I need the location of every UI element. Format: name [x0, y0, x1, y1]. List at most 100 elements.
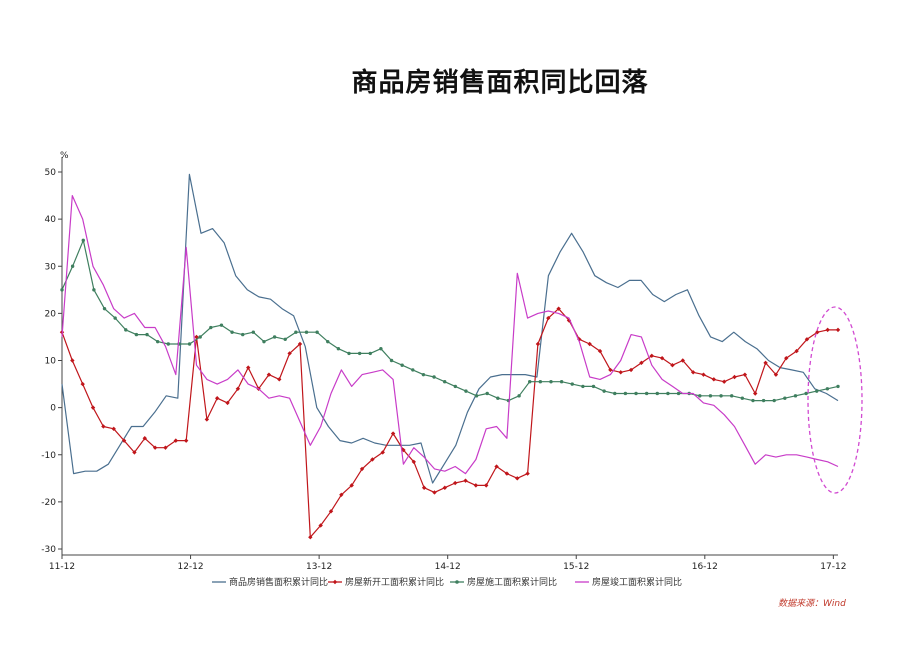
data-point [315, 330, 319, 334]
data-point [225, 400, 230, 406]
data-point [655, 391, 659, 396]
data-point [773, 372, 779, 377]
x-tick-label: 15-12 [563, 562, 589, 572]
x-tick-label: 16-12 [692, 562, 718, 572]
series-3 [60, 238, 840, 403]
data-point [464, 389, 468, 393]
data-point [379, 347, 383, 351]
data-point [690, 370, 696, 375]
data-point [608, 367, 613, 373]
data-point [452, 480, 458, 486]
data-point [246, 365, 251, 370]
series-line [61, 308, 838, 538]
data-point [794, 348, 799, 354]
legend-label: 房屋竣工面积累计同比 [592, 576, 682, 588]
data-point [209, 325, 213, 330]
data-point [81, 238, 85, 243]
data-point [60, 288, 64, 292]
data-point [80, 381, 85, 387]
data-point [680, 358, 685, 363]
data-point [121, 438, 127, 443]
data-point [751, 398, 755, 403]
data-point [517, 394, 521, 398]
data-point [145, 332, 149, 337]
data-point [359, 466, 365, 472]
x-tick-label: 14-12 [435, 562, 461, 572]
series-line [61, 239, 839, 402]
data-point [649, 353, 654, 358]
data-point [628, 367, 634, 373]
data-point [272, 335, 277, 339]
data-point [618, 370, 623, 375]
data-point [370, 457, 375, 462]
data-point [538, 380, 543, 384]
data-point [784, 355, 789, 361]
data-point [836, 384, 840, 389]
legend-marker [332, 579, 338, 585]
data-point [474, 394, 479, 398]
data-point [142, 436, 147, 441]
x-tick-label: 12-12 [177, 562, 203, 572]
data-point [528, 380, 532, 384]
series-1 [61, 173, 839, 484]
data-point [266, 372, 272, 377]
data-point [556, 306, 561, 311]
legend-label: 房屋施工面积累计同比 [467, 576, 557, 588]
data-source-note: 数据来源：Wind [778, 599, 846, 609]
data-point [152, 445, 158, 450]
data-point [215, 396, 220, 401]
data-point [400, 363, 404, 367]
data-point [339, 492, 344, 498]
chart-title: 商品房销售面积同比回落 [351, 68, 649, 98]
data-point [326, 339, 330, 344]
data-point [163, 445, 168, 450]
data-point [698, 394, 702, 398]
data-point [701, 372, 706, 377]
data-point [102, 306, 107, 311]
data-point [473, 483, 479, 488]
y-tick-label: 50 [45, 168, 57, 178]
data-point [721, 379, 727, 384]
data-point [283, 337, 287, 341]
data-point [287, 351, 292, 356]
legend-item-1: 商品房销售面积累计同比 [212, 576, 328, 588]
data-point [804, 391, 808, 396]
data-point [597, 348, 603, 354]
y-tick-label: -20 [41, 498, 56, 508]
data-point [815, 389, 819, 393]
data-point [546, 315, 551, 321]
data-point [515, 476, 520, 481]
data-point [634, 391, 638, 396]
data-point [230, 330, 234, 334]
data-point [485, 391, 489, 396]
x-tick-label: 11-12 [49, 562, 75, 572]
data-point [166, 342, 171, 346]
data-point [308, 535, 313, 540]
legend: 商品房销售面积累计同比 房屋新开工面积累计同比 房屋施工面积累计同比 房屋竣工面积累计… [212, 576, 682, 588]
legend-item-3: 房屋施工面积累计同比 [450, 576, 557, 588]
data-point [304, 330, 309, 334]
data-point [432, 490, 437, 495]
data-point [496, 396, 500, 400]
data-point [183, 438, 189, 443]
data-point [92, 288, 96, 292]
data-point [711, 377, 717, 382]
data-point [442, 380, 447, 384]
legend-item-2: 房屋新开工面积累计同比 [328, 576, 444, 588]
y-tick-label: 0 [50, 404, 56, 414]
data-point [570, 382, 574, 386]
data-point [349, 483, 354, 488]
data-point [70, 358, 75, 363]
y-axis-unit-label: % [60, 151, 69, 161]
series-4 [61, 195, 839, 475]
data-point [70, 264, 75, 268]
data-point [101, 424, 106, 429]
data-point [763, 360, 768, 366]
data-point [804, 337, 810, 342]
data-point [124, 328, 128, 332]
data-point [591, 384, 596, 389]
data-point [676, 391, 681, 396]
data-point [708, 394, 713, 398]
legend-marker [455, 580, 459, 584]
